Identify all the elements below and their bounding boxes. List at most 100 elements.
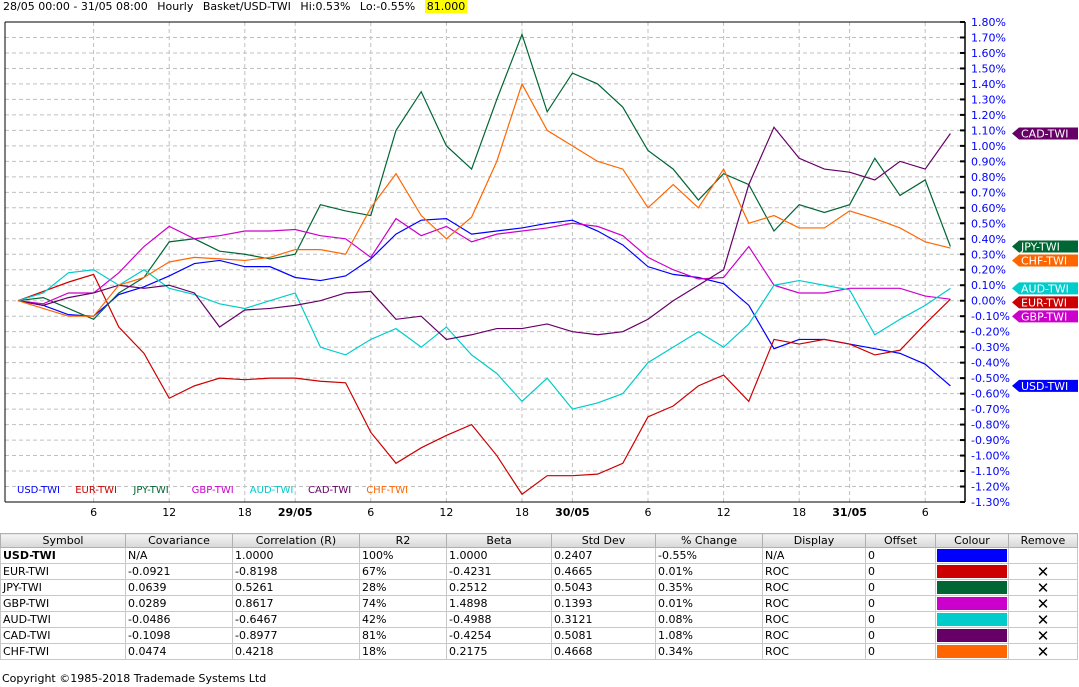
offset-cell[interactable]: 0 <box>865 611 936 628</box>
symbol-cell: JPY-TWI <box>0 579 126 596</box>
offset-cell[interactable]: 0 <box>865 595 936 612</box>
colour-swatch[interactable] <box>937 645 1007 658</box>
series-end-label: GBP-TWI <box>1021 310 1067 323</box>
y-tick-label: 0.60% <box>971 202 1006 215</box>
column-header[interactable]: Colour <box>935 533 1009 548</box>
display-cell[interactable]: ROC <box>762 611 866 628</box>
std-dev-cell: 0.3121 <box>551 611 656 628</box>
y-tick-label: 1.10% <box>971 124 1006 137</box>
x-tick-label: 30/05 <box>555 506 590 519</box>
series-end-label: CAD-TWI <box>1021 127 1068 140</box>
y-tick-label: -0.30% <box>971 341 1010 354</box>
series-line-jpy-twi <box>17 32 951 321</box>
std-dev-cell: 0.5081 <box>551 627 656 644</box>
beta-cell: 0.2512 <box>446 579 552 596</box>
std-dev-cell: 0.1393 <box>551 595 656 612</box>
y-tick-label: -1.00% <box>971 450 1010 463</box>
table-row[interactable]: USD-TWI N/A 1.0000 100% 1.0000 0.2407 -0.55% N/… <box>0 547 1078 564</box>
column-header[interactable]: Remove <box>1008 533 1078 548</box>
series-line-eur-twi <box>17 273 951 496</box>
remove-icon[interactable]: ✕ <box>1008 579 1078 596</box>
colour-swatch[interactable] <box>937 629 1007 642</box>
display-cell[interactable]: N/A <box>762 547 866 564</box>
table-row[interactable]: JPY-TWI 0.0639 0.5261 28% 0.2512 0.5043 0.35% R… <box>0 579 1078 596</box>
colour-swatch[interactable] <box>937 597 1007 610</box>
y-tick-label: -0.50% <box>971 372 1010 385</box>
offset-cell[interactable]: 0 <box>865 547 936 564</box>
series-end-label: AUD-TWI <box>1021 282 1069 295</box>
colour-swatch[interactable] <box>937 549 1007 562</box>
display-cell[interactable]: ROC <box>762 579 866 596</box>
display-cell[interactable]: ROC <box>762 627 866 644</box>
offset-cell[interactable]: 0 <box>865 563 936 580</box>
offset-cell[interactable]: 0 <box>865 627 936 644</box>
display-cell[interactable]: ROC <box>762 595 866 612</box>
y-tick-label: 0.30% <box>971 248 1006 261</box>
colour-swatch[interactable] <box>937 613 1007 626</box>
date-range: 28/05 00:00 - 31/05 08:00 <box>3 0 148 13</box>
std-dev-cell: 0.4665 <box>551 563 656 580</box>
x-tick-label: 18 <box>515 506 529 519</box>
current-value: 81.000 <box>424 0 468 13</box>
line-chart: 1.80% 1.70% 1.60% 1.50% 1.40% 1.30% 1.20% 1.10%… <box>4 16 1078 519</box>
std-dev-cell: 0.2407 <box>551 547 656 564</box>
table-row[interactable]: CAD-TWI -0.1098 -0.8977 81% -0.4254 0.5081 1.0… <box>0 627 1078 644</box>
offset-cell[interactable]: 0 <box>865 643 936 660</box>
column-header[interactable]: R2 <box>359 533 447 548</box>
remove-icon[interactable]: ✕ <box>1008 643 1078 660</box>
column-header[interactable]: Std Dev <box>551 533 656 548</box>
display-cell[interactable]: ROC <box>762 643 866 660</box>
colour-cell[interactable] <box>935 579 1009 596</box>
series-line-chf-twi <box>17 82 951 317</box>
y-tick-label: -0.10% <box>971 310 1010 323</box>
colour-cell[interactable] <box>935 627 1009 644</box>
x-tick-label: 12 <box>439 506 453 519</box>
change-cell: 0.35% <box>655 579 763 596</box>
column-header[interactable]: Beta <box>446 533 552 548</box>
beta-cell: -0.4988 <box>446 611 552 628</box>
series-line-gbp-twi <box>17 217 951 305</box>
colour-cell[interactable] <box>935 547 1009 564</box>
column-header[interactable]: Correlation (R) <box>232 533 360 548</box>
y-tick-label: 0.40% <box>971 233 1006 246</box>
colour-swatch[interactable] <box>937 581 1007 594</box>
y-tick-label: -0.20% <box>971 326 1010 339</box>
table-row[interactable]: AUD-TWI -0.0486 -0.6467 42% -0.4988 0.3121 0.0… <box>0 611 1078 628</box>
series-end-label: USD-TWI <box>1021 380 1068 393</box>
column-header[interactable]: Display <box>762 533 866 548</box>
y-tick-label: 1.20% <box>971 109 1006 122</box>
remove-icon <box>1008 547 1078 564</box>
covariance-cell: 0.0289 <box>125 595 233 612</box>
series-end-tag <box>1012 127 1078 140</box>
colour-swatch[interactable] <box>937 565 1007 578</box>
table-row[interactable]: GBP-TWI 0.0289 0.8617 74% 1.4898 0.1393 0.01% R… <box>0 595 1078 612</box>
change-cell: 0.01% <box>655 563 763 580</box>
correlation-table: Symbol Covariance Correlation (R) R2 Beta Std… <box>0 533 1078 660</box>
series-end-label: CHF-TWI <box>1021 255 1067 268</box>
column-header[interactable]: % Change <box>655 533 763 548</box>
column-header[interactable]: Offset <box>865 533 936 548</box>
colour-cell[interactable] <box>935 643 1009 660</box>
y-tick-label: -1.30% <box>971 496 1010 509</box>
table-row[interactable]: EUR-TWI -0.0921 -0.8198 67% -0.4231 0.4665 0.0… <box>0 563 1078 580</box>
column-header[interactable]: Covariance <box>125 533 233 548</box>
remove-icon[interactable]: ✕ <box>1008 627 1078 644</box>
covariance-cell: N/A <box>125 547 233 564</box>
covariance-cell: 0.0474 <box>125 643 233 660</box>
y-tick-label: 0.70% <box>971 186 1006 199</box>
series-end-tag <box>1012 254 1078 267</box>
table-row[interactable]: CHF-TWI 0.0474 0.4218 18% 0.2175 0.4668 0.34% R… <box>0 643 1078 660</box>
display-cell[interactable]: ROC <box>762 563 866 580</box>
correlation-cell: 1.0000 <box>232 547 360 564</box>
remove-icon[interactable]: ✕ <box>1008 611 1078 628</box>
colour-cell[interactable] <box>935 595 1009 612</box>
colour-cell[interactable] <box>935 563 1009 580</box>
remove-icon[interactable]: ✕ <box>1008 563 1078 580</box>
remove-icon[interactable]: ✕ <box>1008 595 1078 612</box>
offset-cell[interactable]: 0 <box>865 579 936 596</box>
correlation-cell: -0.6467 <box>232 611 360 628</box>
y-tick-label: 1.70% <box>971 31 1006 44</box>
copyright: Copyright ©1985-2018 Trademade Systems L… <box>2 672 267 685</box>
colour-cell[interactable] <box>935 611 1009 628</box>
column-header[interactable]: Symbol <box>0 533 126 548</box>
